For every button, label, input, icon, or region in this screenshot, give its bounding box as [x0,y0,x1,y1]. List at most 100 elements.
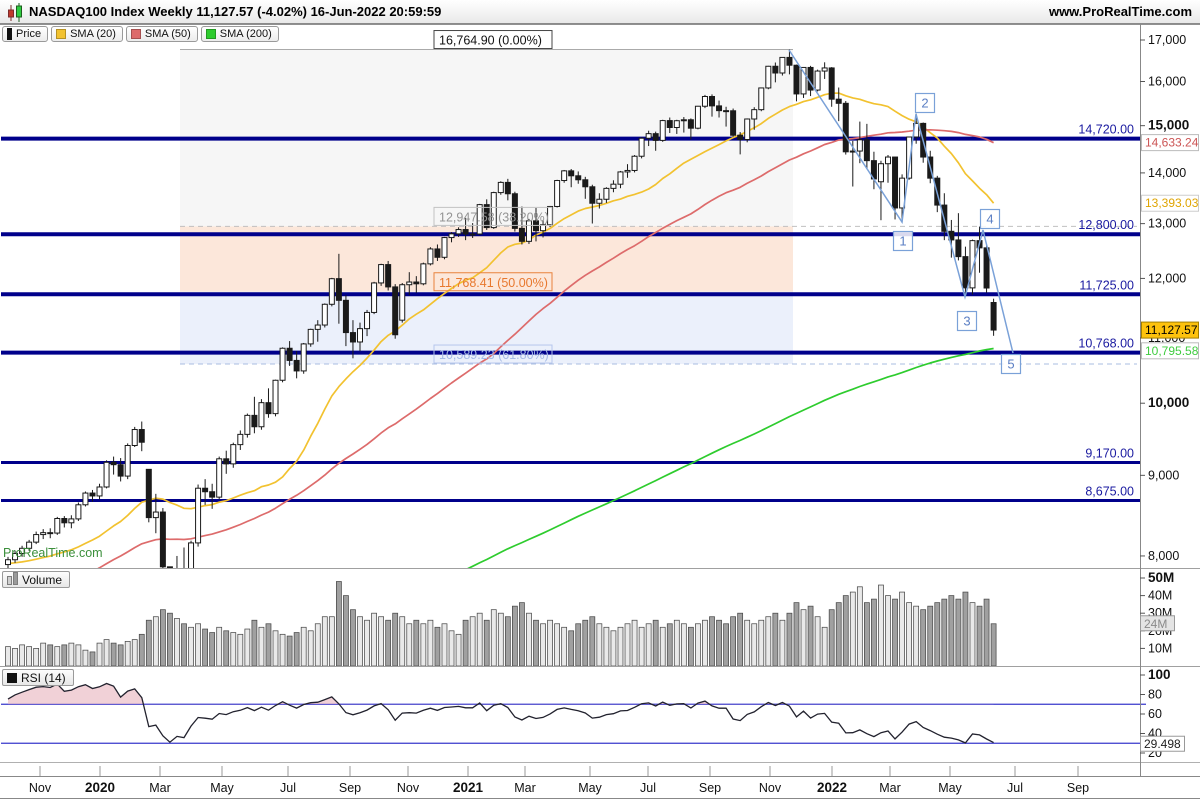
candle-body [687,119,694,129]
volume-bar [96,642,103,666]
candle-body [652,133,659,141]
fib-label-border [433,272,553,292]
fib-label-text: 10,589.23 (61.80%) [439,348,549,362]
candle-body [342,299,349,334]
legend-price-button[interactable]: Price [2,26,49,42]
candle-body [610,183,617,189]
candle-body [899,177,906,209]
volume-bar [54,646,61,666]
volume-bar [357,616,363,666]
volume-bar [814,616,821,666]
volume-bar [821,626,828,666]
volume-bar [948,595,955,666]
volume-bar [300,626,307,666]
candle-body [75,504,82,520]
volume-bar [723,623,729,666]
candle-body [497,181,504,194]
legend-sma20-button[interactable]: SMA (20) [51,26,123,42]
time-label: Nov [397,781,420,795]
candle-body [540,224,547,232]
volume-bar [223,630,230,666]
volume-bar [378,616,384,666]
axis-label: 80 [1148,688,1162,702]
candle-body [673,120,680,129]
candle-body [624,169,631,173]
time-label: 2021 [453,780,484,795]
price-chip [1141,134,1199,152]
candle-body [258,402,265,428]
price-chip-label: 10,795.58 [1145,344,1199,358]
candle-body [364,311,371,330]
candle-body [701,96,708,107]
legend-price-label: Price [16,28,42,40]
volume-bar [160,609,166,666]
volume-bar [575,623,582,666]
volume-bar [420,623,427,666]
time-label: Mar [514,781,536,795]
volume-bar [167,612,173,666]
volume-pane-tab[interactable]: Volume [2,571,71,588]
rsi-pane [1,682,1146,744]
rsi-pane-tab[interactable]: RSI (14) [2,669,74,686]
time-label: May [578,781,602,795]
level-label: 9,170.00 [1085,447,1134,461]
candle-body [863,139,870,162]
volume-bar [152,616,159,666]
candle-body [96,486,103,497]
fib-label-border [433,344,553,364]
time-label: Sep [1067,781,1089,795]
candle-body [793,64,800,95]
volume-bar [885,595,891,666]
volume-bar [526,612,532,666]
price-swatch-icon [7,28,12,40]
volume-bar [321,616,328,666]
price-chip-label: 13,393.03 [1145,196,1199,210]
volume-bar [195,623,201,666]
candle-body [300,343,307,372]
volume-bar [695,623,701,666]
axis-label: 8,000 [1148,549,1179,563]
fib-label: 11,768.41 (50.00%) [433,272,553,292]
volume-bar [631,619,638,666]
candle-body [152,511,159,519]
price-chip [1141,342,1199,360]
volume-bar [483,619,490,666]
time-label: 2020 [85,780,115,795]
axis-label: 40M [1148,589,1172,603]
axis-label: 17,000 [1148,33,1186,47]
candle-body [603,187,610,200]
volume-bar [244,628,251,666]
sma200-swatch-icon [205,29,216,39]
volume-bar [913,605,920,666]
fib-zone [180,226,793,292]
candle-body [561,170,568,182]
legend-sma50-button[interactable]: SMA (50) [125,26,198,42]
candle-body [251,414,258,428]
volume-bar [603,626,610,666]
volume-bar [124,640,131,666]
candle-body [582,179,589,188]
candle-body [174,592,179,618]
candle-body [159,511,166,568]
candlesticks [5,49,997,618]
candle-body [47,532,54,535]
legend-sma20-label: SMA (20) [70,28,116,40]
volume-bar [131,639,138,666]
wave-label: 1 [899,234,906,249]
volume-bar [589,616,596,666]
wave-label-box [914,92,936,114]
volume-bar [47,644,54,666]
candle-body [357,328,363,343]
volume-bar [392,612,399,666]
volume-bar [448,630,455,666]
legend-sma200-button[interactable]: SMA (200) [200,26,279,42]
axis-label: 100 [1148,667,1171,682]
candle-body [385,264,392,288]
volume-bar [582,619,589,666]
fib-label-text: 12,947.58 (38.20%) [439,210,549,224]
wave-label: 2 [921,96,928,111]
indicator-legend: Price SMA (20) SMA (50) SMA (200) [2,26,279,42]
site-link[interactable]: www.ProRealTime.com [1048,4,1192,19]
